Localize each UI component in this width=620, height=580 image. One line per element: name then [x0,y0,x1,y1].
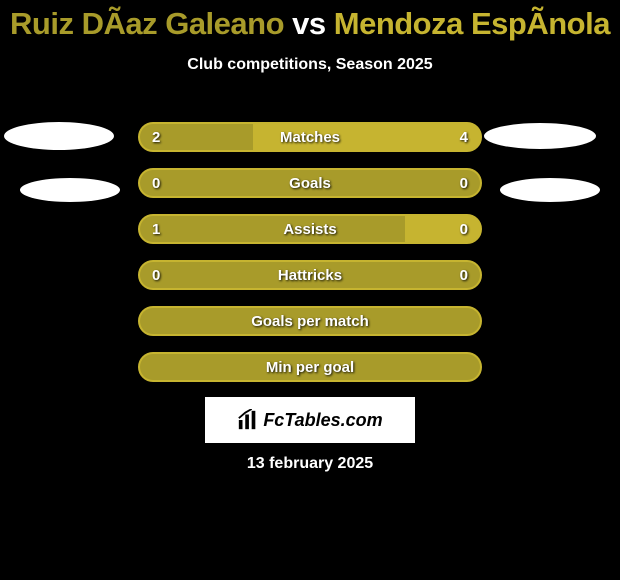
bar-row: 00Goals [138,168,482,198]
footer-date: 13 february 2025 [0,455,620,473]
bar-label: Matches [140,124,480,150]
logo-text: FcTables.com [263,410,382,431]
player-a-name: Ruiz DÃ­az Galeano [10,6,284,41]
bar-label: Min per goal [140,354,480,380]
avatar-placeholder-b-top [484,123,596,149]
bar-row: 00Hattricks [138,260,482,290]
bar-row: 10Assists [138,214,482,244]
bar-label: Assists [140,216,480,242]
subtitle: Club competitions, Season 2025 [0,56,620,74]
bar-label: Goals per match [140,308,480,334]
bar-row: 24Matches [138,122,482,152]
bar-row: Min per goal [138,352,482,382]
title-vs: vs [284,6,334,41]
logo: FcTables.com [205,397,415,443]
bar-label: Hattricks [140,262,480,288]
avatar-placeholder-a-bottom [20,178,120,202]
player-b-name: Mendoza EspÃ­nola [334,6,610,41]
bar-row: Goals per match [138,306,482,336]
comparison-bars: 24Matches 00Goals 10Assists 00Hattricks Goal… [138,122,482,398]
chart-icon [237,409,259,431]
page-title: Ruiz DÃ­az Galeano vs Mendoza EspÃ­nola [0,0,620,42]
avatar-placeholder-a-top [4,122,114,150]
bar-label: Goals [140,170,480,196]
avatar-placeholder-b-bottom [500,178,600,202]
